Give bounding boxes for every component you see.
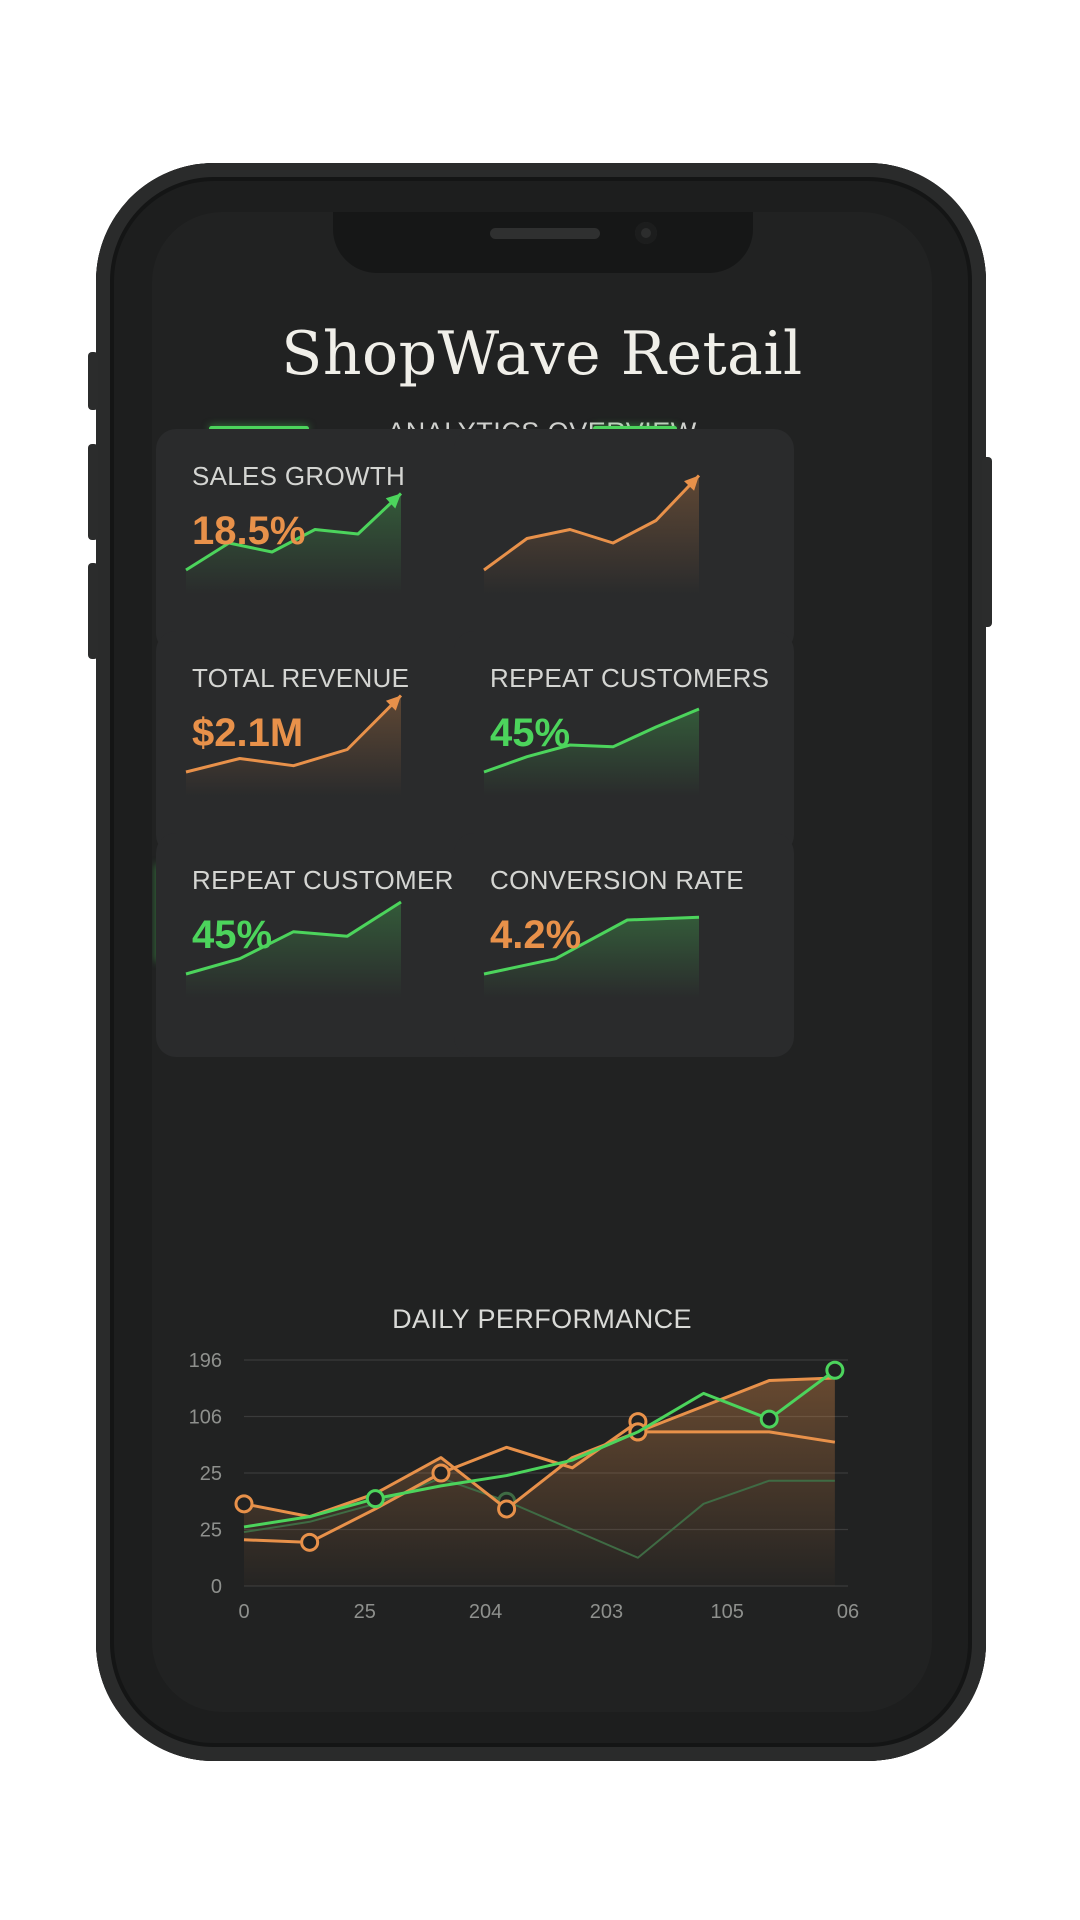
arrow-up-icon — [385, 493, 401, 509]
sparkline-area — [484, 917, 699, 998]
sparkline-area — [484, 709, 699, 796]
sparkline-line — [483, 915, 700, 976]
data-point — [365, 1489, 385, 1509]
power-button[interactable] — [982, 457, 992, 627]
data-point — [234, 1494, 254, 1514]
arrow-up-icon — [385, 695, 401, 711]
card-label: TOTAL REVENUE — [192, 663, 410, 693]
x-tick-label: 105 — [711, 1601, 744, 1623]
sparkline-area — [186, 695, 401, 796]
sparkline-line — [185, 492, 403, 572]
data-point — [300, 1532, 320, 1552]
card-value: 45% — [192, 913, 273, 957]
card-label: REPEAT CUSTOMERS — [192, 865, 472, 895]
card-accent-bar — [209, 426, 309, 431]
volume-down-button[interactable] — [88, 563, 98, 659]
card-value: $2.1M — [192, 711, 304, 755]
x-tick-label: 25 — [354, 1601, 376, 1623]
sparkline-area — [186, 902, 401, 998]
data-point — [759, 1409, 779, 1429]
x-tick-label: 0 — [238, 1601, 249, 1623]
y-tick-label: 25 — [200, 1520, 222, 1542]
data-point — [431, 1463, 451, 1483]
y-tick-label: 196 — [189, 1350, 222, 1372]
chart-title: DAILY PERFORMANCE — [392, 1304, 692, 1334]
mute-switch[interactable] — [88, 352, 98, 410]
kpi-card-total-revenue[interactable]: TOTAL REVENUE $2.1M — [156, 631, 496, 855]
daily-performance-chart: 0 25 25 106 196 0 25 204 203 105 06 — [189, 1350, 860, 1623]
trend-sparkline — [185, 900, 402, 998]
sparkline-line — [483, 474, 701, 572]
notch — [333, 212, 753, 273]
front-camera — [635, 222, 657, 244]
card-label: REPEAT CUSTOMERS — [490, 663, 770, 693]
trend-sparkline — [185, 492, 403, 594]
sparkline-line — [185, 900, 402, 976]
y-tick-label: 0 — [211, 1576, 222, 1598]
trend-sparkline — [483, 707, 700, 796]
series-area — [244, 1377, 835, 1586]
trend-sparkline — [185, 694, 403, 796]
kpi-card-trend[interactable] — [454, 429, 794, 653]
phone-screen: ShopWave Retail ANALYTICS OVERVIEW SALES… — [152, 212, 932, 1712]
sparkline-line — [185, 694, 403, 774]
x-tick-label: 203 — [590, 1601, 623, 1623]
series-line — [243, 1376, 835, 1519]
trend-sparkline — [483, 915, 700, 998]
y-tick-label: 106 — [189, 1407, 222, 1429]
data-point — [497, 1499, 517, 1519]
sparkline-area — [186, 493, 401, 594]
kpi-card-sales-growth[interactable]: SALES GROWTH 18.5% — [156, 429, 496, 653]
kpi-card-repeat-customers[interactable]: REPEAT CUSTOMERS 45% — [454, 631, 794, 855]
card-value: 18.5% — [192, 509, 306, 553]
kpi-card-conversion-rate[interactable]: CONVERSION RATE 4.2% — [454, 833, 794, 1057]
card-label: CONVERSION RATE — [490, 865, 744, 895]
data-point — [825, 1360, 845, 1380]
speaker-grille — [490, 228, 600, 239]
y-tick-label: 25 — [200, 1463, 222, 1485]
trend-sparkline — [483, 474, 701, 594]
app-title: ShopWave Retail — [281, 319, 803, 389]
volume-up-button[interactable] — [88, 444, 98, 540]
card-label: SALES GROWTH — [192, 461, 406, 491]
sparkline-line — [483, 707, 700, 774]
x-tick-label: 204 — [469, 1601, 502, 1623]
arrow-up-icon — [684, 475, 699, 491]
card-value: 45% — [490, 711, 571, 755]
series-line — [243, 1369, 836, 1529]
card-accent-bar — [593, 426, 677, 431]
x-tick-label: 06 — [837, 1601, 859, 1623]
series-line — [637, 1430, 836, 1444]
sparkline-area — [484, 475, 699, 594]
kpi-card-repeat-customers[interactable]: REPEAT CUSTOMERS 45% — [156, 833, 496, 1057]
card-value: 4.2% — [490, 913, 582, 957]
